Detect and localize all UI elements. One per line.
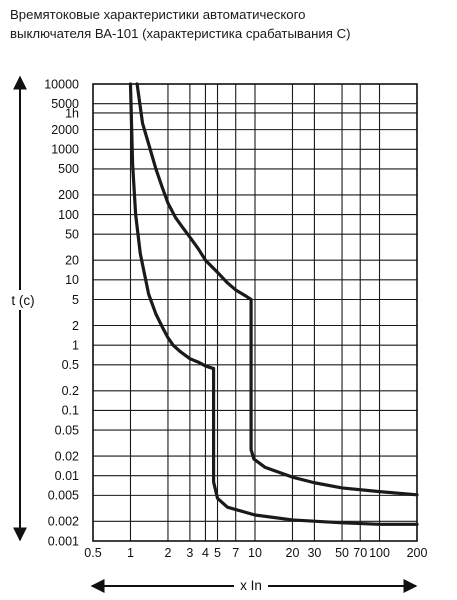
x-tick-label: 4 (202, 546, 209, 560)
chart-title-line-2: выключателя ВА-101 (характеристика сраба… (10, 26, 351, 41)
x-label-background (234, 575, 268, 595)
x-axis-label: x In (240, 578, 262, 593)
y-tick-label: 0.005 (48, 489, 79, 503)
y-tick-label: 0.002 (48, 515, 79, 529)
x-tick-label: 200 (407, 546, 428, 560)
y-tick-label: 50 (65, 228, 79, 242)
trip-curves (128, 82, 419, 526)
x-tick-label: 100 (369, 546, 390, 560)
y-tick-label: 0.5 (62, 358, 79, 372)
y-tick-label: 0.01 (55, 469, 79, 483)
y-tick-label: 0.1 (62, 404, 79, 418)
x-tick-label: 50 (335, 546, 349, 560)
y-tick-label: 1000 (51, 143, 79, 157)
x-tick-label: 7 (232, 546, 239, 560)
plot-frame (92, 83, 418, 542)
y-axis-label: t (c) (11, 293, 34, 308)
x-tick-labels: 0.5 1 2 3 4 5 7 10 20 30 50 70 100 200 (84, 546, 427, 560)
y-tick-label: 1h (65, 106, 79, 120)
trip-curve-1 (128, 82, 419, 526)
y-label-background (8, 290, 38, 310)
y-tick-label: 20 (65, 254, 79, 268)
y-tick-label: 10 (65, 273, 79, 287)
x-tick-label: 20 (286, 546, 300, 560)
y-tick-label: 0.2 (62, 384, 79, 398)
chart-title: Времятоковые характеристики автоматическ… (10, 5, 450, 43)
y-tick-label: 100 (58, 208, 79, 222)
x-tick-label: 10 (248, 546, 262, 560)
x-tick-label: 2 (164, 546, 171, 560)
x-tick-label: 1 (127, 546, 134, 560)
y-tick-label: 0.001 (48, 534, 79, 548)
y-tick-label: 1 (72, 338, 79, 352)
y-tick-label: 0.05 (55, 423, 79, 437)
chart-title-line-1: Времятоковые характеристики автоматическ… (10, 7, 306, 22)
y-tick-label: 200 (58, 188, 79, 202)
y-tick-label: 500 (58, 162, 79, 176)
y-tick-label: 5000 (51, 97, 79, 111)
trip-curve-2 (135, 82, 419, 497)
x-tick-label: 70 (353, 546, 367, 560)
grid-vertical-lines (92, 84, 418, 541)
y-tick-label: 0.02 (55, 449, 79, 463)
x-tick-label: 3 (186, 546, 193, 560)
x-tick-label: 5 (214, 546, 221, 560)
x-tick-label: 30 (307, 546, 321, 560)
y-tick-label: 2 (72, 319, 79, 333)
x-tick-label: 0.5 (84, 546, 101, 560)
y-tick-label: 10000 (44, 77, 79, 91)
y-tick-label: 5 (72, 293, 79, 307)
y-tick-label: 2000 (51, 123, 79, 137)
